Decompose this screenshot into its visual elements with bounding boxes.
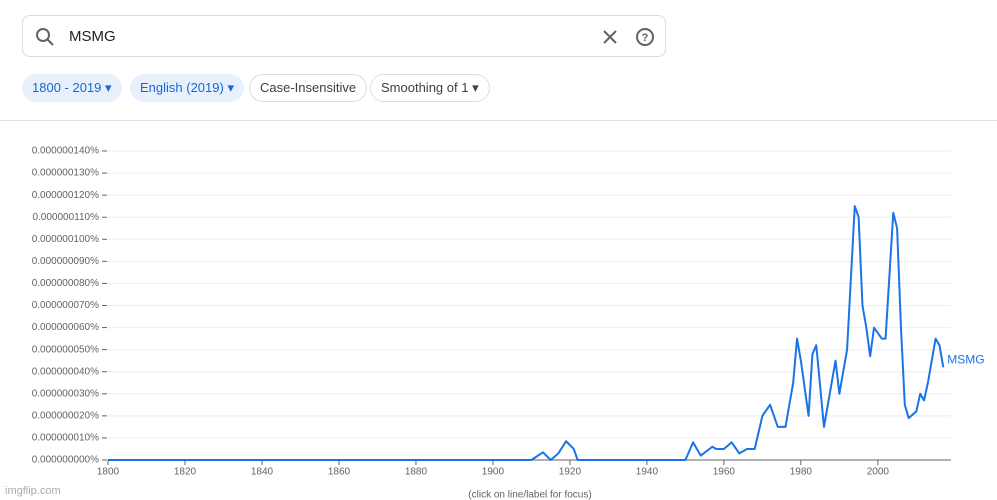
x-tick-label: 1940: [636, 467, 659, 478]
search-box[interactable]: MSMG ?: [22, 15, 666, 57]
chip-label: English (2019): [140, 80, 224, 95]
chip-label: Case-Insensitive: [260, 80, 357, 95]
y-tick-label: 0.000000030%: [32, 388, 99, 399]
date-range-chip[interactable]: 1800 - 2019 ▾: [22, 74, 122, 102]
series-label: MSMG: [947, 352, 984, 366]
x-tick-label: 1920: [559, 467, 582, 478]
watermark: imgflip.com: [5, 485, 61, 497]
help-button[interactable]: ?: [634, 26, 656, 48]
smoothing-chip[interactable]: Smoothing of 1 ▾: [370, 74, 490, 102]
y-tick-label: 0.000000100%: [32, 234, 99, 245]
x-tick-label: 1820: [174, 467, 197, 478]
y-tick-label: 0.000000070%: [32, 300, 99, 311]
y-tick-label: 0.000000120%: [32, 190, 99, 201]
x-tick-label: 1840: [251, 467, 274, 478]
divider: [0, 120, 997, 121]
chip-label: 1800 - 2019: [32, 80, 102, 95]
y-tick-label: 0.000000110%: [32, 212, 99, 223]
x-tick-label: 1980: [790, 467, 813, 478]
x-tick-label: 1880: [405, 467, 428, 478]
case-chip[interactable]: Case-Insensitive: [249, 74, 368, 102]
corpus-chip[interactable]: English (2019) ▾: [130, 74, 244, 102]
x-tick-label: 1960: [713, 467, 736, 478]
clear-button[interactable]: [600, 27, 620, 47]
x-tick-label: 1800: [97, 467, 120, 478]
search-icon: [36, 28, 54, 46]
y-tick-label: 0.000000020%: [32, 410, 99, 421]
y-tick-label: 0.000000140%: [32, 146, 99, 157]
chip-label: Smoothing of 1: [381, 80, 469, 95]
y-tick-label: 0.000000080%: [32, 278, 99, 289]
y-tick-label: 0.000000130%: [32, 168, 99, 179]
y-tick-label: 0.000000060%: [32, 322, 99, 333]
svg-text:?: ?: [642, 32, 649, 44]
y-tick-label: 0.000000000%: [32, 455, 99, 466]
chart-note: (click on line/label for focus): [468, 490, 591, 500]
x-tick-label: 1860: [328, 467, 351, 478]
series-line: [108, 205, 945, 461]
y-tick-label: 0.000000050%: [32, 344, 99, 355]
search-query[interactable]: MSMG: [69, 28, 116, 45]
y-tick-label: 0.000000010%: [32, 433, 99, 444]
x-tick-label: 2000: [867, 467, 890, 478]
y-tick-label: 0.000000090%: [32, 256, 99, 267]
x-tick-label: 1900: [482, 467, 505, 478]
y-tick-label: 0.000000040%: [32, 366, 99, 377]
